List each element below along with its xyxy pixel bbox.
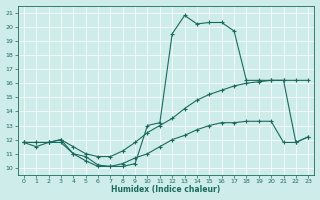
X-axis label: Humidex (Indice chaleur): Humidex (Indice chaleur) xyxy=(111,185,221,194)
